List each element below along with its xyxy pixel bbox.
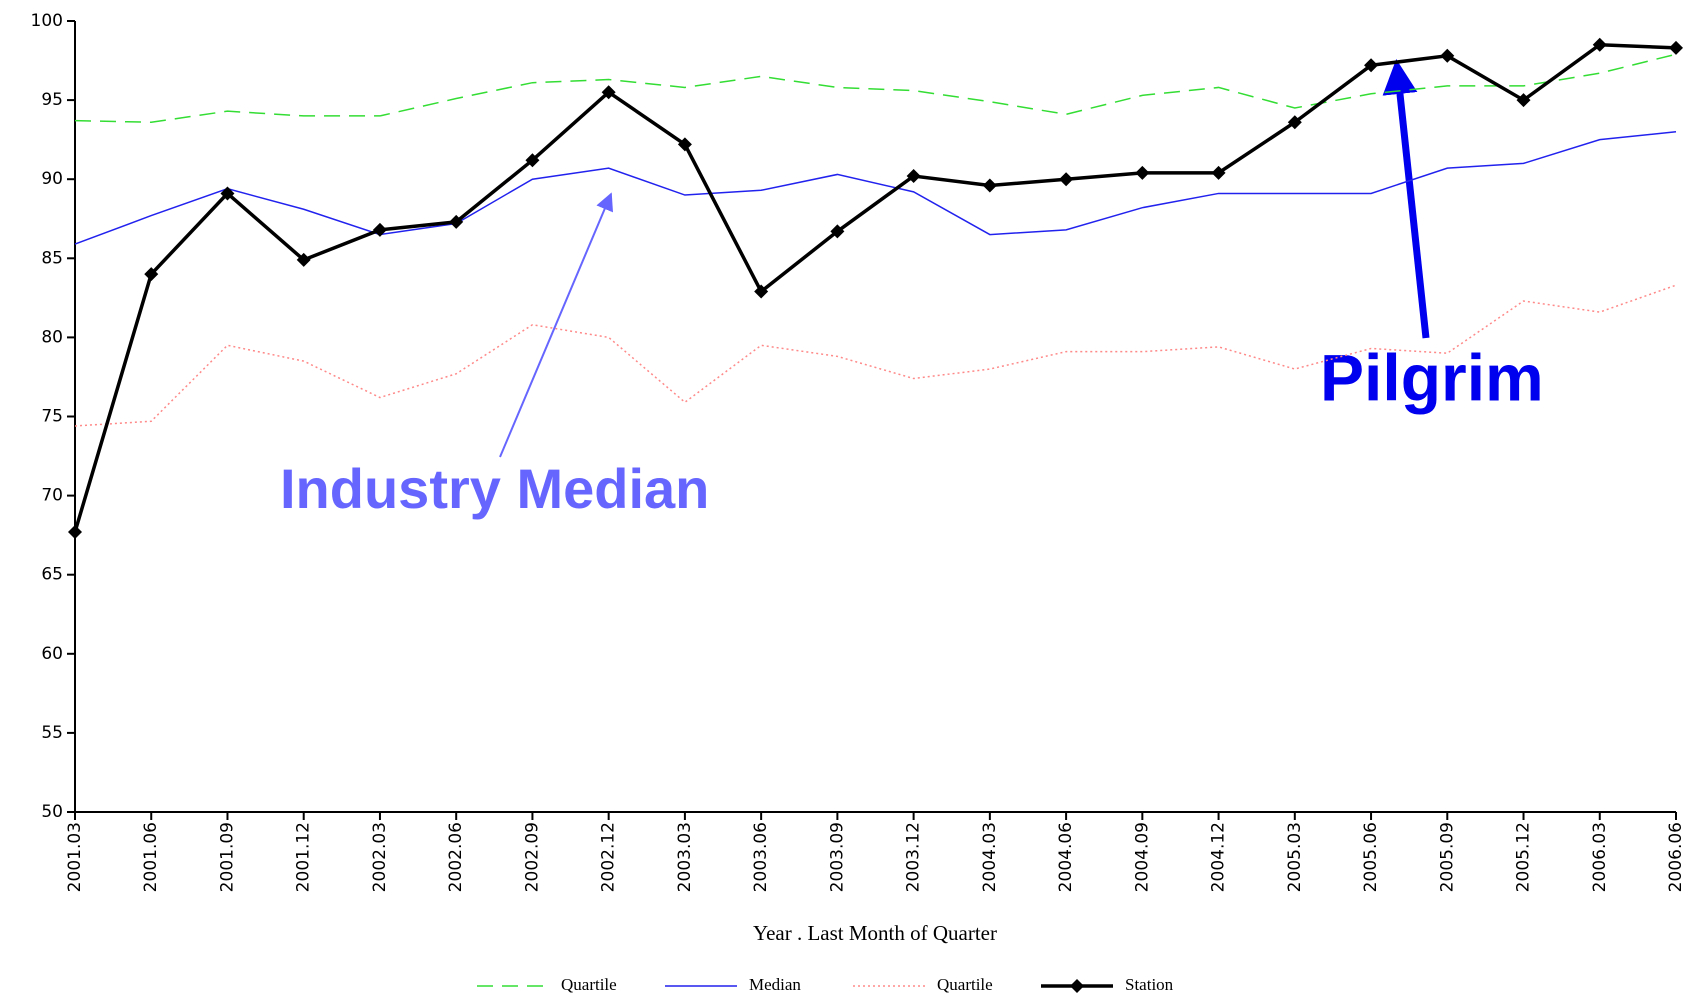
y-tick-label: 100 xyxy=(31,11,63,31)
x-axis-label: Year . Last Month of Quarter xyxy=(753,921,997,945)
x-tick-label: 2004.09 xyxy=(1132,822,1152,892)
y-tick-label: 50 xyxy=(41,802,63,822)
marker xyxy=(1364,58,1379,73)
x-tick-label: 2006.06 xyxy=(1666,822,1686,892)
marker xyxy=(1059,172,1074,187)
marker xyxy=(1440,48,1455,63)
y-tick-label: 60 xyxy=(41,644,63,664)
arrow xyxy=(1382,59,1430,339)
x-tick-label: 2002.09 xyxy=(522,822,542,892)
x-tick-label: 2004.12 xyxy=(1209,822,1229,892)
x-tick-label: 2005.09 xyxy=(1437,822,1457,892)
marker xyxy=(372,222,387,237)
legend-label: Quartile xyxy=(561,975,617,994)
x-tick-label: 2001.09 xyxy=(217,822,237,892)
marker xyxy=(677,137,692,152)
y-tick-label: 75 xyxy=(41,407,63,427)
marker xyxy=(1669,40,1683,55)
legend-label: Median xyxy=(749,975,801,994)
marker xyxy=(220,186,235,201)
series-line xyxy=(74,130,1677,245)
marker xyxy=(449,214,464,229)
marker xyxy=(601,85,616,100)
y-tick-label: 65 xyxy=(41,565,63,585)
x-tick-label: 2002.06 xyxy=(446,822,466,892)
marker xyxy=(296,252,311,267)
x-tick-label: 2003.03 xyxy=(675,822,695,892)
x-tick-label: 2003.12 xyxy=(904,822,924,892)
annotation: Industry Median xyxy=(280,457,709,520)
x-tick-label: 2006.03 xyxy=(1590,822,1610,892)
marker xyxy=(754,284,769,299)
x-tick-label: 2005.03 xyxy=(1285,822,1305,892)
x-tick-label: 2003.06 xyxy=(751,822,771,892)
marker xyxy=(830,224,845,239)
marker xyxy=(525,153,540,168)
arrow xyxy=(499,192,613,458)
x-tick-label: 2001.03 xyxy=(65,822,85,892)
marker xyxy=(1287,115,1302,130)
series-line xyxy=(74,53,1677,123)
marker xyxy=(1592,37,1607,52)
series-line xyxy=(74,284,1677,427)
y-tick-label: 95 xyxy=(41,90,63,110)
x-tick-label: 2005.06 xyxy=(1361,822,1381,892)
marker xyxy=(1211,165,1226,180)
y-tick-label: 80 xyxy=(41,327,63,347)
x-tick-label: 2001.06 xyxy=(141,822,161,892)
y-tick-label: 55 xyxy=(41,723,63,743)
annotation: Pilgrim xyxy=(1320,340,1544,414)
x-tick-label: 2002.03 xyxy=(370,822,390,892)
y-tick-label: 90 xyxy=(41,169,63,189)
y-tick-label: 70 xyxy=(41,486,63,506)
marker xyxy=(1135,165,1150,180)
x-tick-label: 2004.03 xyxy=(980,822,1000,892)
x-tick-label: 2005.12 xyxy=(1514,822,1534,892)
y-tick-label: 85 xyxy=(41,248,63,268)
series-line xyxy=(73,42,1677,533)
x-tick-label: 2003.09 xyxy=(827,822,847,892)
x-tick-label: 2004.06 xyxy=(1056,822,1076,892)
marker xyxy=(906,169,921,184)
marker xyxy=(1516,93,1531,108)
legend-marker xyxy=(1070,979,1084,993)
marker xyxy=(982,178,997,193)
marker xyxy=(144,267,159,282)
x-tick-label: 2001.12 xyxy=(294,822,314,892)
x-tick-label: 2002.12 xyxy=(599,822,619,892)
legend-label: Quartile xyxy=(937,975,993,994)
marker xyxy=(68,524,82,539)
legend-label: Station xyxy=(1125,975,1174,994)
